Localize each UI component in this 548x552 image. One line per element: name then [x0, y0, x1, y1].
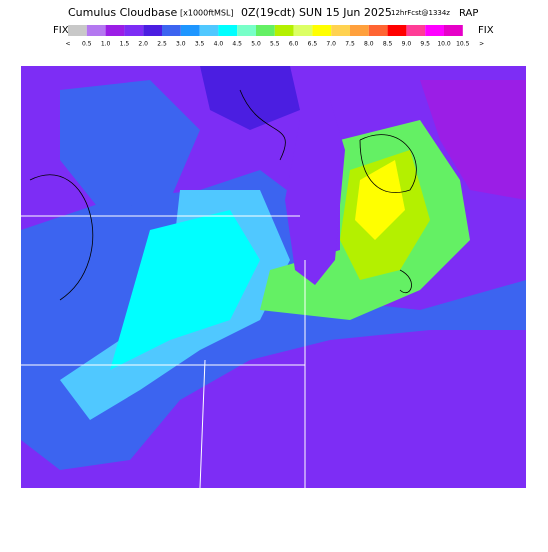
- legend-swatch: [331, 25, 350, 36]
- title-model: RAP: [459, 8, 478, 19]
- legend-label: 5.0: [251, 41, 261, 48]
- legend-swatch: [162, 25, 181, 36]
- legend-label: 6.0: [289, 41, 299, 48]
- legend: <0.5 1.0 1.5 2.0 2.5 3.0 3.5 4.0 4.5 5.0 5.5 6.0 6.5…: [65, 25, 484, 48]
- legend-label: 3.0: [176, 41, 186, 48]
- legend-swatch: [368, 25, 388, 36]
- region: [355, 160, 405, 240]
- legend-label: 10.5: [456, 41, 470, 48]
- legend-label: 8.5: [383, 41, 393, 48]
- region: [200, 66, 300, 130]
- legend-swatch: [444, 25, 463, 36]
- title-forecast: 12hrFcst@1334z: [391, 9, 450, 17]
- region: [110, 210, 260, 370]
- state-border: [21, 215, 306, 489]
- legend-label: 2.0: [138, 41, 148, 48]
- legend-label: 4.0: [214, 41, 224, 48]
- contour: [29, 89, 417, 301]
- region: [420, 80, 526, 200]
- map: [21, 66, 526, 489]
- legend-label: 0.5: [82, 41, 92, 48]
- legend-label: 1.5: [120, 41, 130, 48]
- legend-label: 6.5: [308, 41, 318, 48]
- legend-swatch: [124, 25, 144, 36]
- legend-label: 7.0: [326, 41, 336, 48]
- legend-label: 8.0: [364, 41, 374, 48]
- legend-label: 9.5: [420, 41, 430, 48]
- title: Cumulus Cloudbase [x1000ftMSL] 0Z(19cdt)…: [68, 6, 478, 19]
- legend-label: 1.0: [101, 41, 111, 48]
- title-time: 0Z(19cdt) SUN 15 Jun 2025: [241, 6, 392, 19]
- legend-swatch: [218, 25, 238, 36]
- title-main: Cumulus Cloudbase: [68, 6, 177, 19]
- legend-swatch: [406, 25, 426, 36]
- legend-label: 9.0: [402, 41, 412, 48]
- legend-swatch: [86, 25, 106, 36]
- legend-label: 4.5: [232, 41, 242, 48]
- legend-label: 10.0: [437, 41, 451, 48]
- region: [60, 80, 200, 210]
- legend-label: 2.5: [157, 41, 167, 48]
- lake-michigan: [285, 100, 345, 285]
- legend-swatch: [143, 25, 162, 36]
- legend-swatch: [68, 25, 87, 36]
- legend-label: 7.5: [345, 41, 355, 48]
- title-units: [x1000ftMSL]: [180, 9, 234, 18]
- legend-fix-right: FIX: [478, 25, 494, 36]
- legend-fix-left: FIX: [53, 25, 69, 36]
- legend-label: <: [65, 41, 70, 48]
- legend-swatch: [105, 25, 125, 36]
- legend-swatch: [312, 25, 332, 36]
- legend-swatch: [293, 25, 313, 36]
- legend-swatch: [350, 25, 369, 36]
- legend-swatch: [274, 25, 294, 36]
- legend-swatch: [425, 25, 444, 36]
- legend-label: 3.5: [195, 41, 205, 48]
- legend-swatch: [199, 25, 219, 36]
- legend-swatch: [180, 25, 200, 36]
- legend-swatch: [237, 25, 256, 36]
- legend-swatch: [387, 25, 407, 36]
- legend-label: 5.5: [270, 41, 280, 48]
- legend-swatch: [256, 25, 275, 36]
- legend-label: >: [479, 41, 484, 48]
